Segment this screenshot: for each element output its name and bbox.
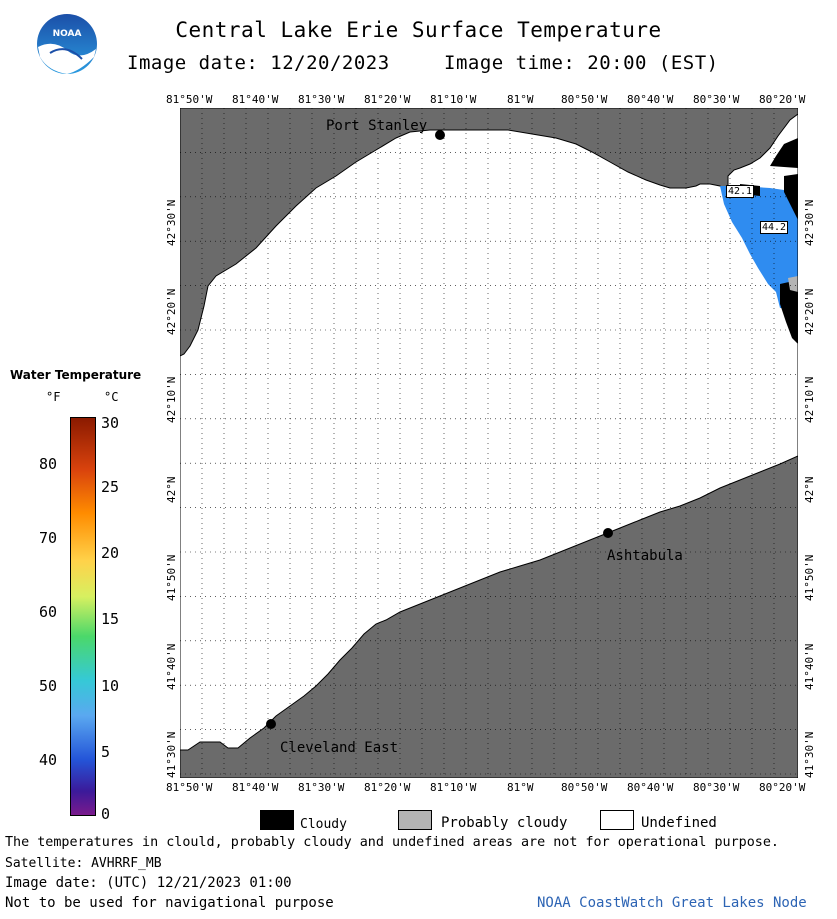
lat-tick-right: 42°10'N — [803, 376, 816, 423]
lat-tick-left: 42°N — [165, 476, 178, 504]
lat-tick-right: 42°30'N — [803, 199, 816, 246]
credit-link[interactable]: NOAA CoastWatch Great Lakes Node — [537, 895, 807, 911]
probably-cloudy-east — [788, 276, 798, 292]
south-shore-land — [180, 455, 798, 778]
lon-tick-bottom: 81°10'W — [430, 781, 477, 794]
lon-tick-top: 81°W — [507, 93, 534, 106]
colorbar-f-tick: 40 — [39, 751, 58, 769]
cleveland-east-marker — [266, 719, 276, 729]
lon-tick-top: 81°50'W — [166, 93, 213, 106]
lon-tick-bottom: 81°20'W — [364, 781, 411, 794]
lat-tick-right: 41°50'N — [803, 554, 816, 601]
lat-tick-left: 41°50'N — [165, 554, 178, 601]
key-probably-cloudy-swatch — [398, 810, 432, 830]
map-title: Central Lake Erie Surface Temperature — [175, 18, 662, 42]
noaa-logo: NOAA — [36, 13, 98, 75]
key-cloudy-label: Cloudy — [300, 817, 347, 832]
colorbar-f-tick: 70 — [39, 529, 58, 547]
colorbar-c-tick: 25 — [101, 478, 120, 496]
temp-label-2: 44.2 — [760, 221, 789, 234]
lat-tick-right: 42°20'N — [803, 288, 816, 335]
image-time: Image time: 20:00 (EST) — [444, 52, 719, 74]
lon-tick-bottom: 80°50'W — [561, 781, 608, 794]
disclaimer-text: The temperatures in clould, probably clo… — [5, 835, 779, 850]
colorbar-c-tick: 0 — [101, 805, 111, 823]
lon-tick-top: 80°30'W — [693, 93, 740, 106]
lon-tick-bottom: 81°30'W — [298, 781, 345, 794]
utc-date-text: Image date: (UTC) 12/21/2023 01:00 — [5, 875, 292, 891]
lat-tick-left: 42°10'N — [165, 376, 178, 423]
lon-tick-bottom: 80°20'W — [759, 781, 806, 794]
lon-tick-top: 80°50'W — [561, 93, 608, 106]
colorbar-title: Water Temperature — [10, 368, 142, 382]
ashtabula-marker — [603, 528, 613, 538]
lat-tick-right: 42°N — [803, 476, 816, 504]
key-undefined-swatch — [600, 810, 634, 830]
lat-tick-right: 41°30'N — [803, 731, 816, 778]
colorbar-c-tick: 20 — [101, 544, 120, 562]
lon-tick-top: 81°10'W — [430, 93, 477, 106]
key-probably-cloudy-label: Probably cloudy — [441, 815, 568, 831]
satellite-text: Satellite: AVHRRF_MB — [5, 856, 162, 871]
lon-tick-top: 81°40'W — [232, 93, 279, 106]
lon-tick-bottom: 81°50'W — [166, 781, 213, 794]
lake-map — [180, 108, 798, 778]
port-stanley-label: Port Stanley — [326, 118, 428, 134]
image-date: Image date: 12/20/2023 — [127, 52, 390, 74]
lon-tick-top: 80°40'W — [627, 93, 674, 106]
lon-tick-top: 81°20'W — [364, 93, 411, 106]
colorbar-c-tick: 10 — [101, 677, 120, 695]
colorbar-f-tick: 50 — [39, 677, 58, 695]
colorbar-f-tick: 80 — [39, 455, 58, 473]
temp-label-1: 42.1 — [726, 185, 755, 198]
colorbar-c-tick: 5 — [101, 743, 111, 761]
lon-tick-top: 80°20'W — [759, 93, 806, 106]
port-stanley-marker — [435, 130, 445, 140]
colorbar-c-tick: 30 — [101, 414, 120, 432]
lon-tick-bottom: 80°30'W — [693, 781, 740, 794]
nav-warning-text: Not to be used for navigational purpose — [5, 895, 334, 911]
temperature-colorbar — [70, 417, 96, 816]
logo-text: NOAA — [52, 29, 82, 39]
key-cloudy-swatch — [260, 810, 294, 830]
lat-tick-right: 41°40'N — [803, 643, 816, 690]
lon-tick-bottom: 81°40'W — [232, 781, 279, 794]
lon-tick-top: 81°30'W — [298, 93, 345, 106]
lat-tick-left: 42°30'N — [165, 199, 178, 246]
colorbar-c-tick: 15 — [101, 610, 120, 628]
ashtabula-label: Ashtabula — [607, 548, 683, 564]
lat-tick-left: 41°40'N — [165, 643, 178, 690]
lon-tick-bottom: 80°40'W — [627, 781, 674, 794]
lat-tick-left: 42°20'N — [165, 288, 178, 335]
temperature-patch — [720, 186, 798, 308]
lat-tick-left: 41°30'N — [165, 731, 178, 778]
key-undefined-label: Undefined — [641, 815, 717, 831]
colorbar-f-tick: 60 — [39, 603, 58, 621]
cleveland-east-label: Cleveland East — [280, 740, 399, 756]
lon-tick-bottom: 81°W — [507, 781, 534, 794]
graticule — [180, 108, 798, 778]
colorbar-unit-f: °F — [46, 390, 61, 404]
cloud-patch-east — [740, 138, 798, 344]
colorbar-unit-c: °C — [104, 390, 119, 404]
